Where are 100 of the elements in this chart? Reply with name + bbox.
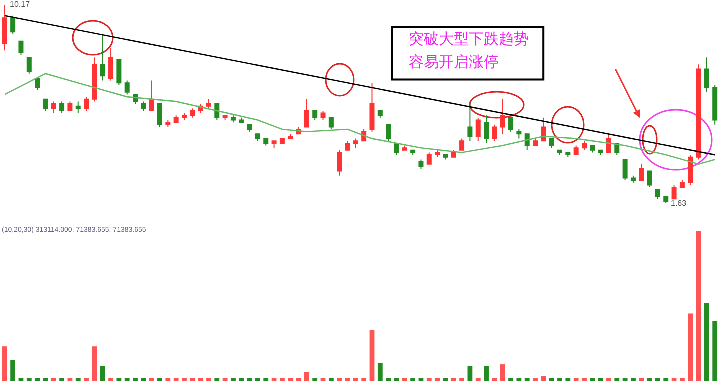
bar: [386, 378, 392, 381]
candlestick: [149, 80, 154, 112]
candlestick: [174, 115, 179, 124]
annotation: 1.63: [671, 199, 688, 208]
candlestick: [688, 154, 694, 186]
candlestick: [558, 150, 562, 156]
candlestick: [508, 117, 514, 132]
bar: [108, 378, 114, 381]
candlestick: [108, 48, 114, 82]
bar: [566, 378, 571, 381]
candlestick: [312, 110, 318, 121]
candlestick: [230, 115, 236, 124]
bar: [141, 378, 146, 381]
bar: [76, 378, 81, 381]
bar: [394, 378, 400, 381]
candlestick: [239, 117, 244, 124]
candlestick: [386, 124, 392, 142]
candlestick: [190, 108, 196, 118]
bar: [664, 378, 669, 381]
bar: [362, 378, 367, 381]
candlestick: [10, 15, 16, 35]
bar: [182, 378, 187, 381]
bar: [239, 378, 244, 381]
candlestick: [222, 115, 228, 121]
bar: [476, 378, 481, 381]
annotation: 容易开启涨停: [409, 54, 499, 71]
bar: [460, 378, 464, 381]
candlestick: [468, 101, 473, 142]
bar: [2, 346, 8, 381]
bar: [622, 378, 628, 381]
candlestick: [76, 101, 81, 114]
candlestick: [712, 84, 718, 126]
candlestick: [328, 117, 334, 130]
candlestick: [92, 57, 98, 102]
bar: [312, 378, 318, 381]
candlestick: [26, 57, 32, 74]
candlestick: [664, 196, 669, 204]
bar: [158, 378, 162, 381]
candlestick: [672, 184, 677, 200]
bar: [320, 378, 326, 381]
bar: [712, 321, 718, 381]
bar: [353, 378, 358, 381]
candlestick: [410, 150, 416, 156]
bar: [672, 378, 677, 381]
candlestick: [549, 138, 554, 149]
bar: [296, 378, 302, 381]
candlestick: [35, 78, 40, 91]
bar: [206, 378, 212, 381]
candlestick: [500, 98, 506, 135]
bar: [190, 378, 196, 381]
candlestick: [288, 134, 294, 140]
annotation: 突破大型下跌趋势: [409, 31, 529, 48]
bar: [247, 378, 252, 381]
bar: [426, 378, 432, 381]
bar: [92, 346, 98, 381]
bar: [704, 303, 710, 381]
bar: [614, 378, 620, 381]
candlestick: [451, 150, 456, 158]
candlestick: [443, 154, 448, 160]
candlestick: [680, 180, 685, 188]
bar: [100, 366, 106, 381]
candlestick: [100, 34, 106, 82]
bar: [656, 378, 660, 381]
bar: [492, 378, 498, 381]
candlestick: [264, 138, 269, 146]
candlestick: [533, 138, 538, 146]
candlestick: [272, 140, 277, 149]
candlestick: [60, 101, 65, 114]
candlestick: [516, 129, 522, 140]
candlestick: [68, 101, 73, 112]
candlestick: [582, 140, 587, 151]
candlestick: [435, 150, 440, 158]
bar: [533, 378, 538, 381]
bar: [647, 378, 652, 381]
bar: [288, 378, 294, 381]
bar: [328, 378, 334, 381]
candlestick: [43, 98, 48, 112]
bar: [304, 372, 310, 381]
candlestick: [304, 98, 310, 128]
candlestick: [484, 115, 490, 144]
bar: [500, 364, 506, 381]
candlestick: [524, 134, 530, 151]
candlestick: [116, 59, 122, 86]
bar: [26, 378, 32, 381]
candlestick: [639, 164, 644, 182]
candlestick: [158, 104, 162, 128]
bar: [174, 378, 179, 381]
bar: [60, 378, 64, 381]
candlestick: [378, 110, 383, 118]
candlestick: [492, 124, 498, 142]
bar: [451, 378, 456, 381]
bar: [631, 378, 636, 381]
candlestick: [622, 159, 628, 182]
bar: [337, 378, 342, 381]
candlestick: [574, 145, 579, 156]
bar: [541, 376, 546, 381]
candlestick: [476, 117, 481, 142]
bar: [264, 378, 269, 381]
candlestick: [182, 112, 187, 121]
bar: [116, 378, 122, 381]
